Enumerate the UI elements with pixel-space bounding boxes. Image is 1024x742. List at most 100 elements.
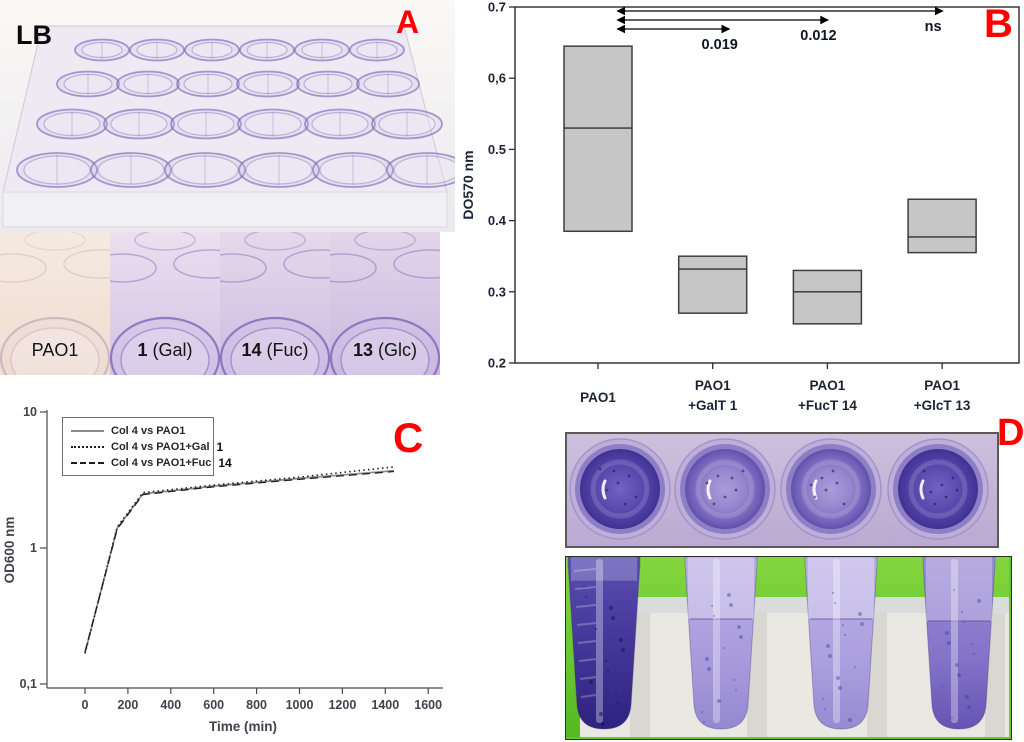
plate-skirt <box>2 191 448 228</box>
stain-speckle <box>589 680 593 684</box>
plate-well-inner <box>356 41 398 59</box>
well-ring-highlight <box>590 459 650 519</box>
closeup-arc <box>283 249 330 279</box>
plate-well-inner <box>183 73 233 95</box>
plate-well-inner <box>110 111 168 137</box>
tube-headspace <box>926 557 992 621</box>
plate-well-inner <box>319 155 387 185</box>
plate-well <box>116 70 180 98</box>
well-ring-highlight <box>695 459 755 519</box>
stain-speckle <box>822 698 824 700</box>
plate-well <box>371 108 443 140</box>
stain-speckle <box>605 660 607 662</box>
y-tick-label: 0.7 <box>488 0 506 15</box>
category-label: PAO1 <box>810 378 846 393</box>
compound-name: PAO1 <box>31 340 79 360</box>
y-tick-label: 0.3 <box>488 284 506 299</box>
stain-speckle <box>848 718 852 722</box>
y-axis-title: OD600 nm <box>2 517 17 584</box>
y-axis-title: DO570 nm <box>460 150 476 219</box>
tube-headspace <box>808 557 874 619</box>
stain-speckle <box>963 621 965 623</box>
plate-well <box>56 70 120 98</box>
stain-speckle <box>955 663 959 667</box>
stain-speckle <box>832 592 834 594</box>
stain-speckle <box>627 474 631 478</box>
closeup-arc <box>244 232 306 251</box>
x-tick-label: 1400 <box>371 698 399 712</box>
category-label: +GalT 1 <box>688 398 738 413</box>
stain-speckle <box>967 705 971 709</box>
well-liquid <box>898 449 978 529</box>
dashed-line-sample <box>71 462 104 464</box>
legend-label: Col 4 vs PAO1+Gal <box>111 441 210 453</box>
plate-well <box>356 70 420 98</box>
plate-well <box>74 38 130 62</box>
plate-well-inner <box>245 155 313 185</box>
closeup-arc <box>63 249 110 279</box>
well-closeup-fuc: 14 (Fuc) <box>220 232 330 375</box>
y-tick-label: 10 <box>23 405 37 419</box>
stain-speckle <box>831 469 835 473</box>
stain-speckle <box>809 483 813 487</box>
paper-shadow <box>580 597 1009 613</box>
box-plot-box <box>792 269 863 325</box>
closeup-arc <box>354 232 416 251</box>
boxplot-chart: 0.7 0,6 0.5 0.4 0.3 0.2 PAO1 PAO1 +GalT 1 PAO1 +Fu… <box>460 0 1020 413</box>
plate-well-inner <box>303 73 353 95</box>
stain-speckle <box>737 625 741 629</box>
stain-speckle <box>598 467 602 471</box>
panel-c-growth-curves: 10 1 0,1 0 200 400 600 800 1000 1200 1400 1600 Time … <box>0 395 470 742</box>
x-tick-label: 0 <box>82 698 89 712</box>
legend-row: Col 4 vs PAO1+Fuc 14 <box>71 455 232 471</box>
stain-speckle <box>727 593 731 597</box>
closeup-well <box>0 316 110 375</box>
x-tick-label: 1000 <box>286 698 314 712</box>
plate-well-inner <box>63 73 113 95</box>
stain-speckle <box>922 469 926 473</box>
stain-speckle <box>951 717 953 719</box>
legend-number: 14 <box>218 456 232 470</box>
stain-speckle <box>612 469 616 473</box>
stain-speckle <box>820 476 824 480</box>
stain-speckle <box>834 602 836 604</box>
graduation-mark <box>578 658 597 662</box>
closeup-arc <box>330 253 377 283</box>
stain-speckle <box>860 622 864 626</box>
stain-speckle <box>617 702 619 704</box>
stain-speckle <box>941 685 943 687</box>
tube-shadow <box>630 613 650 737</box>
stained-tubes-photo <box>565 556 1012 740</box>
stain-speckle <box>955 488 959 492</box>
well-closeup-label: PAO1 <box>0 340 110 361</box>
well-plate-photo: LB A <box>0 0 468 232</box>
plate-well-inner <box>378 111 436 137</box>
well-closeup-art <box>220 232 330 375</box>
dotted-line-sample <box>71 446 104 448</box>
closeup-arc <box>134 232 196 251</box>
growth-curve-chart: 10 1 0,1 0 200 400 600 800 1000 1200 1400 1600 Time … <box>2 405 443 734</box>
tube-shadow <box>747 613 767 737</box>
stain-speckle <box>634 495 638 499</box>
p-value-label: 0.012 <box>800 28 836 44</box>
stain-speckle <box>705 657 709 661</box>
plate-well <box>237 108 309 140</box>
tube-glare <box>596 559 603 723</box>
well-closeup-strip: PAO1 1 (Gal) 14 (Fuc) 13 (Glc) <box>0 232 440 375</box>
stain-speckle <box>953 589 955 591</box>
y-tick-label: 0,6 <box>488 71 506 86</box>
stain-speckle <box>844 634 846 636</box>
plate-well-inner <box>301 41 343 59</box>
tube-body <box>684 556 758 730</box>
panel-b-boxplot: 0.7 0,6 0.5 0.4 0.3 0.2 PAO1 PAO1 +GalT 1 PAO1 +Fu… <box>460 0 1024 420</box>
plate-well <box>238 152 320 188</box>
stain-speckle <box>601 722 605 726</box>
closeup-arc <box>24 232 86 251</box>
closeup-well-inner <box>230 327 320 375</box>
plate-well-inner <box>243 73 293 95</box>
closeup-arc <box>393 249 440 279</box>
tube-headspace <box>688 557 754 619</box>
stain-speckle <box>838 686 842 690</box>
stain-speckle <box>705 481 709 485</box>
stain-speckle <box>609 606 613 610</box>
